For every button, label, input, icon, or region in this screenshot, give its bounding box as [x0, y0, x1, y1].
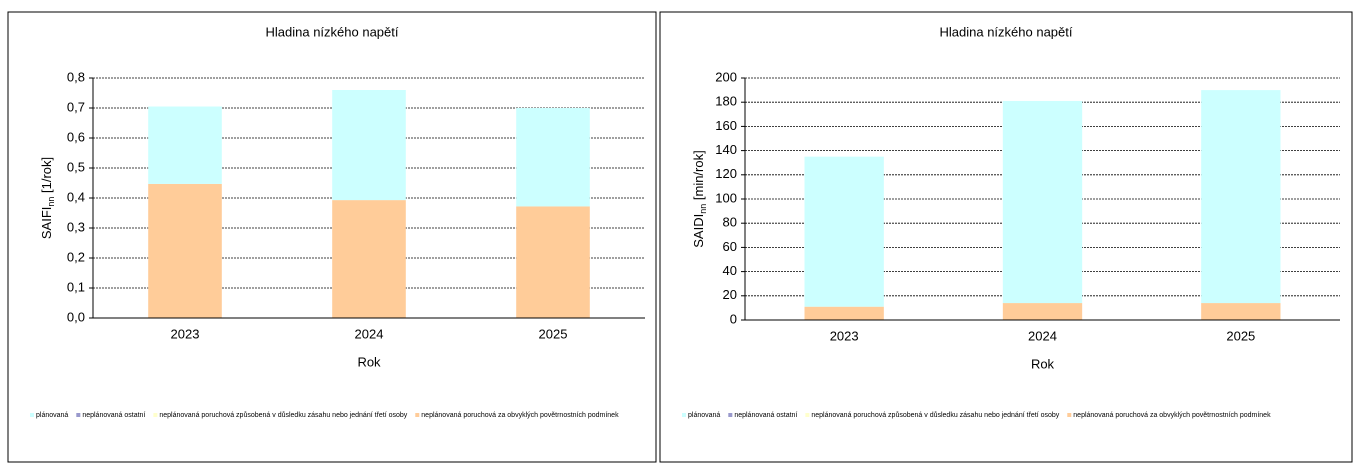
bar-segment — [516, 206, 590, 318]
y-tick-label: 80 — [723, 215, 737, 230]
y-tick-label: 0 — [730, 311, 737, 326]
y-label-main: SAIFI — [39, 207, 54, 240]
y-tick-label: 0,0 — [67, 309, 85, 324]
x-tick-label: 2023 — [830, 328, 859, 343]
y-label-unit: [1/rok] — [39, 157, 54, 193]
chart-title: Hladina nízkého napětí — [940, 24, 1073, 39]
bar-segment — [804, 156, 884, 307]
bar-segment — [332, 90, 406, 201]
legend-swatch — [153, 413, 158, 417]
y-tick-label: 40 — [723, 263, 737, 278]
bar-segment — [332, 200, 406, 318]
y-tick-label: 60 — [723, 239, 737, 254]
legend-swatch — [30, 413, 34, 417]
y-tick-label: 0,8 — [67, 69, 85, 84]
y-label-sub: nn — [46, 197, 56, 207]
bar-segment — [804, 306, 884, 320]
x-axis-label: Rok — [357, 354, 381, 369]
y-tick-label: 0,7 — [67, 99, 85, 114]
y-tick-label: 20 — [723, 287, 737, 302]
legend-label: neplánovaná poruchová za obvyklých povět… — [421, 412, 619, 419]
x-tick-label: 2025 — [1226, 328, 1255, 343]
legend-label: plánovaná — [36, 412, 68, 419]
y-tick-label: 120 — [715, 166, 737, 181]
bar-segment — [148, 183, 222, 318]
legend-swatch — [1067, 413, 1072, 417]
x-axis-label: Rok — [1031, 356, 1055, 371]
bar-segment — [1002, 303, 1083, 320]
legend-swatch — [682, 413, 686, 417]
chart-title: Hladina nízkého napětí — [266, 24, 399, 39]
y-label-main: SAIDI — [691, 214, 706, 248]
y-tick-label: 0,2 — [67, 249, 85, 264]
legend-label: neplánovaná poruchová za obvyklých povět… — [1073, 412, 1271, 419]
y-tick-label: 0,1 — [67, 279, 85, 294]
y-axis-label: SAIFInn [1/rok] — [39, 157, 56, 239]
y-tick-label: 160 — [715, 118, 737, 133]
y-tick-label: 0,5 — [67, 159, 85, 174]
bar-segment — [1201, 303, 1281, 320]
x-tick-label: 2024 — [1028, 328, 1057, 343]
legend-swatch — [728, 413, 733, 417]
legend-swatch — [415, 413, 420, 417]
y-tick-label: 0,4 — [67, 189, 85, 204]
x-tick-label: 2025 — [539, 326, 568, 341]
legend-label: neplánovaná poruchová způsobená v důsled… — [159, 411, 407, 419]
y-label-unit: [min/rok] — [691, 150, 706, 200]
y-axis-label: SAIDInn [min/rok] — [691, 150, 708, 247]
legend-label: plánovaná — [688, 412, 720, 419]
legend-label: neplánovaná ostatní — [82, 412, 145, 419]
y-tick-label: 0,3 — [67, 219, 85, 234]
y-tick-label: 100 — [715, 190, 737, 205]
bar-segment — [516, 108, 590, 207]
x-tick-label: 2023 — [171, 326, 200, 341]
legend-swatch — [805, 413, 810, 417]
y-tick-label: 140 — [715, 142, 737, 157]
y-tick-label: 180 — [715, 94, 737, 109]
legend-swatch — [76, 413, 81, 417]
bar-segment — [148, 106, 222, 184]
bar-segment — [1201, 90, 1281, 304]
x-tick-label: 2024 — [355, 326, 384, 341]
y-tick-label: 200 — [715, 69, 737, 84]
legend-label: neplánovaná poruchová způsobená v důsled… — [811, 411, 1059, 419]
y-tick-label: 0,6 — [67, 129, 85, 144]
bar-segment — [1002, 100, 1083, 304]
legend-label: neplánovaná ostatní — [734, 412, 797, 419]
y-label-sub: nn — [698, 204, 708, 214]
